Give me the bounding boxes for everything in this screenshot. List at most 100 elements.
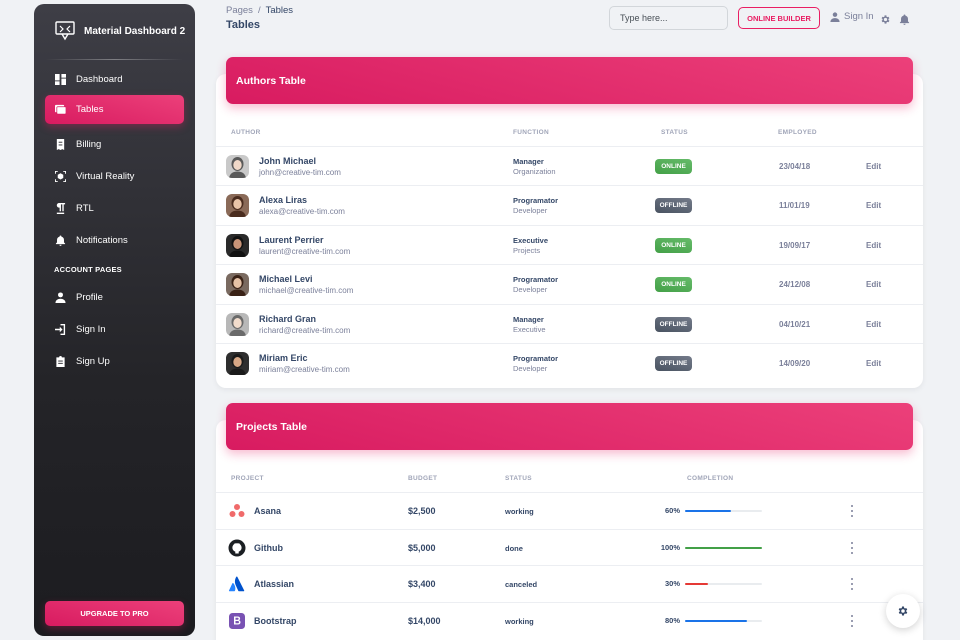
author-email: laurent@creative-tim.com <box>259 246 351 256</box>
edit-link[interactable]: Edit <box>866 162 882 171</box>
sidebar-item-sign-in[interactable]: Sign In <box>45 315 184 344</box>
project-status: working <box>505 617 534 627</box>
completion-progress-bar <box>685 510 762 512</box>
avatar <box>226 194 249 218</box>
project-name: Bootstrap <box>254 616 297 627</box>
bootstrap-icon <box>228 612 246 630</box>
column-header-completion: COMPLETION <box>687 475 734 482</box>
breadcrumb: Pages / Tables <box>226 5 293 16</box>
breadcrumb-current: Tables <box>265 5 294 16</box>
table-row: Atlassian $3,400 canceled 30% <box>216 565 923 602</box>
authors-table-card: AUTHOR FUNCTION STATUS EMPLOYED John Mic… <box>216 74 923 388</box>
completion-percent: 100% <box>660 542 680 552</box>
dashboard-icon <box>55 74 66 85</box>
person-icon <box>55 292 66 303</box>
sidebar-item-profile[interactable]: Profile <box>45 283 184 312</box>
sidebar-item-rtl[interactable]: RTL <box>45 194 184 223</box>
author-email: miriam@creative-tim.com <box>259 365 350 374</box>
employed-date: 11/01/19 <box>779 201 810 211</box>
author-email: john@creative-tim.com <box>259 168 341 177</box>
author-role: Manager <box>513 157 544 166</box>
author-name: Alexa Liras <box>259 195 308 206</box>
sidebar-item-label: Profile <box>76 292 103 303</box>
edit-link[interactable]: Edit <box>866 359 882 368</box>
author-email: alexa@creative-tim.com <box>259 207 345 217</box>
employed-date: 04/10/21 <box>779 319 811 329</box>
status-badge: ONLINE <box>655 277 692 293</box>
project-budget: $3,400 <box>408 579 436 590</box>
author-name: Richard Gran <box>259 313 317 324</box>
project-status: canceled <box>505 580 538 590</box>
author-name: John Michael <box>259 156 317 166</box>
employed-date: 19/09/17 <box>779 240 811 250</box>
receipt-icon <box>55 139 66 150</box>
project-status: done <box>505 543 523 553</box>
sidebar-item-sign-up[interactable]: Sign Up <box>45 347 184 376</box>
project-name: Asana <box>254 506 282 516</box>
brand[interactable]: Material Dashboard 2 <box>54 20 185 42</box>
column-header-status: STATUS <box>661 129 688 136</box>
edit-link[interactable]: Edit <box>866 201 882 211</box>
column-header-project: PROJECT <box>231 475 264 482</box>
project-status: working <box>505 507 534 516</box>
sign-in-link[interactable]: Sign In <box>830 11 874 22</box>
sidebar-item-label: Billing <box>76 139 102 150</box>
column-header-budget: BUDGET <box>408 475 438 482</box>
authors-table-title: Authors Table <box>226 57 913 104</box>
sidebar-item-billing[interactable]: Billing <box>45 130 184 159</box>
avatar <box>226 155 249 178</box>
avatar <box>226 312 249 336</box>
edit-link[interactable]: Edit <box>866 280 882 290</box>
author-department: Developer <box>513 206 548 216</box>
table-icon <box>55 104 66 115</box>
login-icon <box>55 324 66 335</box>
online-builder-button[interactable]: ONLINE BUILDER <box>738 7 820 29</box>
upgrade-to-pro-button[interactable]: UPGRADE TO PRO <box>45 601 184 626</box>
status-badge: OFFLINE <box>655 198 692 214</box>
sidebar-item-tables[interactable]: Tables <box>45 95 184 124</box>
employed-date: 24/12/08 <box>779 280 811 290</box>
gear-icon[interactable] <box>880 12 891 24</box>
logo-icon <box>54 20 76 42</box>
status-badge: OFFLINE <box>655 316 692 332</box>
more-vert-icon[interactable] <box>850 541 854 554</box>
sidebar-item-label: Tables <box>76 104 104 115</box>
sidebar-item-label: Virtual Reality <box>76 171 135 182</box>
avatar <box>226 352 249 375</box>
table-row: Richard Gran richard@creative-tim.com Mana… <box>216 303 923 343</box>
more-vert-icon[interactable] <box>850 578 854 591</box>
author-department: Organization <box>513 167 556 176</box>
bell-icon[interactable] <box>899 12 910 25</box>
table-row: Laurent Perrier laurent@creative-tim.com E… <box>216 224 923 264</box>
search-input[interactable] <box>609 6 728 30</box>
author-email: richard@creative-tim.com <box>259 325 351 335</box>
sidebar-item-dashboard[interactable]: Dashboard <box>45 65 184 94</box>
edit-link[interactable]: Edit <box>866 319 882 329</box>
author-name: Michael Levi <box>259 274 313 285</box>
table-row: Alexa Liras alexa@creative-tim.com Program… <box>216 185 923 224</box>
table-row: Github $5,000 done 100% <box>216 528 923 566</box>
more-vert-icon[interactable] <box>850 505 854 517</box>
settings-fab-button[interactable] <box>886 594 920 628</box>
author-department: Developer <box>513 364 548 373</box>
edit-link[interactable]: Edit <box>866 240 882 250</box>
breadcrumb-root[interactable]: Pages <box>226 5 253 16</box>
more-vert-icon[interactable] <box>850 615 854 628</box>
completion-progress-bar <box>685 620 762 623</box>
project-budget: $2,500 <box>408 506 436 516</box>
avatar <box>226 233 249 257</box>
employed-date: 23/04/18 <box>779 162 811 171</box>
sidebar-item-label: Sign Up <box>76 356 110 367</box>
author-role: Programator <box>513 275 559 285</box>
column-header-employed: EMPLOYED <box>778 129 817 136</box>
section-title-account-pages: ACCOUNT PAGES <box>54 265 122 274</box>
completion-progress-fill <box>685 546 762 549</box>
sign-in-label: Sign In <box>844 11 874 22</box>
sidebar-item-notifications[interactable]: Notifications <box>45 226 184 255</box>
completion-progress-bar <box>685 546 762 549</box>
sidebar-item-virtual-reality[interactable]: Virtual Reality <box>45 162 184 191</box>
status-badge: ONLINE <box>655 237 692 253</box>
github-icon <box>228 539 246 557</box>
author-email: michael@creative-tim.com <box>259 286 354 296</box>
breadcrumb-separator: / <box>257 5 261 16</box>
